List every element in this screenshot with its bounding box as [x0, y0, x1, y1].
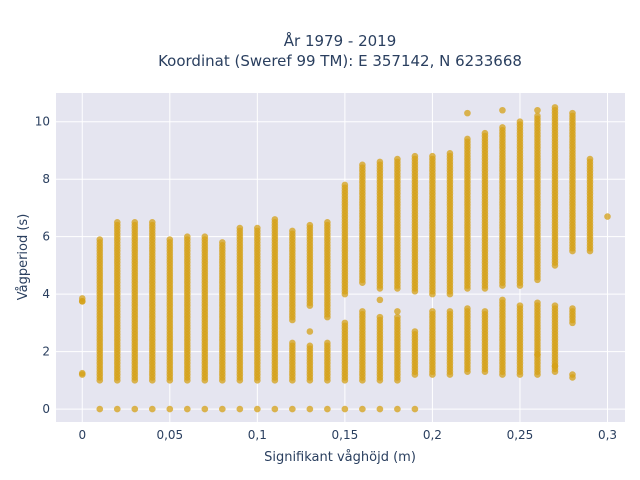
- data-point: [394, 313, 401, 321]
- data-point: [569, 371, 576, 378]
- data-point: [306, 405, 314, 413]
- data-point: [306, 328, 314, 335]
- data-point: [534, 299, 541, 307]
- x-tick-label: 0,2: [423, 428, 442, 442]
- data-point: [324, 219, 331, 226]
- data-point: [499, 124, 506, 131]
- data-point: [289, 227, 296, 235]
- data-point: [551, 302, 559, 309]
- data-point: [236, 224, 244, 232]
- data-point: [148, 405, 156, 413]
- data-point: [394, 308, 401, 315]
- data-point: [131, 219, 139, 226]
- y-tick-label: 8: [42, 172, 50, 186]
- y-tick-label: 0: [42, 402, 50, 416]
- data-point: [148, 219, 156, 226]
- data-point: [254, 224, 261, 232]
- chart-title: År 1979 - 2019 Koordinat (Sweref 99 TM):…: [158, 31, 522, 70]
- data-point: [569, 109, 576, 117]
- data-point: [534, 351, 541, 358]
- data-point: [219, 405, 226, 413]
- data-point: [481, 308, 489, 315]
- chart-title-line1: År 1979 - 2019: [284, 31, 397, 50]
- x-tick-label: 0,3: [598, 428, 617, 442]
- data-point: [166, 405, 174, 413]
- data-point: [271, 216, 279, 223]
- x-tick-label: 0,05: [156, 428, 183, 442]
- data-point: [324, 405, 331, 413]
- y-tick-label: 6: [42, 230, 50, 244]
- data-point: [359, 308, 366, 315]
- data-point: [201, 233, 209, 240]
- data-point: [359, 161, 366, 169]
- data-point: [429, 152, 436, 160]
- data-point: [551, 362, 559, 370]
- y-axis-ticks: 0 2 4 6 8 10: [35, 115, 50, 416]
- data-points: [78, 104, 611, 413]
- data-point: [96, 236, 104, 243]
- data-point: [394, 405, 401, 413]
- chart-title-line2: Koordinat (Sweref 99 TM): E 357142, N 62…: [158, 52, 522, 70]
- data-point: [464, 135, 471, 143]
- data-point: [113, 219, 121, 226]
- data-point: [516, 118, 524, 126]
- data-point: [499, 296, 506, 304]
- data-point: [306, 342, 314, 350]
- data-point: [481, 129, 489, 137]
- data-point: [411, 405, 419, 413]
- data-point: [289, 339, 296, 347]
- data-point: [324, 339, 331, 347]
- data-point: [306, 221, 314, 229]
- data-point: [78, 369, 86, 377]
- data-point: [551, 104, 559, 111]
- data-point: [113, 405, 121, 413]
- data-point: [586, 155, 594, 163]
- data-point: [376, 405, 384, 413]
- data-point: [394, 155, 401, 163]
- data-point: [376, 296, 384, 304]
- data-point: [411, 328, 419, 335]
- data-point: [271, 405, 279, 413]
- data-point: [341, 181, 349, 189]
- data-point: [254, 405, 261, 413]
- data-point: [78, 298, 86, 305]
- x-tick-label: 0,15: [332, 428, 359, 442]
- x-axis-ticks: 0 0,05 0,1 0,15 0,2 0,25 0,3: [78, 428, 617, 442]
- data-point: [131, 405, 139, 413]
- data-point: [219, 239, 226, 246]
- data-point: [376, 158, 384, 166]
- y-tick-label: 2: [42, 345, 50, 359]
- data-point: [464, 305, 471, 312]
- data-point: [499, 106, 506, 114]
- data-point: [446, 308, 454, 315]
- data-point: [604, 213, 611, 220]
- data-point: [236, 405, 244, 413]
- data-point: [201, 405, 209, 413]
- data-point: [376, 313, 384, 321]
- x-tick-label: 0: [78, 428, 86, 442]
- data-point: [341, 319, 349, 327]
- x-tick-label: 0,25: [507, 428, 534, 442]
- data-point: [569, 305, 576, 312]
- data-point: [446, 150, 454, 157]
- data-point: [96, 405, 104, 413]
- data-point: [341, 405, 349, 413]
- data-point: [166, 236, 174, 243]
- y-axis-label: Vågperiod (s): [16, 214, 31, 301]
- data-point: [359, 405, 366, 413]
- x-axis-label: Signifikant våghöjd (m): [264, 450, 416, 465]
- data-point: [184, 233, 191, 240]
- data-point: [411, 152, 419, 160]
- y-tick-label: 4: [42, 287, 50, 301]
- data-point: [534, 112, 541, 120]
- x-tick-label: 0,1: [248, 428, 267, 442]
- data-point: [429, 308, 436, 315]
- y-tick-label: 10: [35, 115, 50, 129]
- data-point: [289, 405, 296, 413]
- data-point: [184, 405, 191, 413]
- data-point: [464, 109, 471, 117]
- data-point: [516, 302, 524, 309]
- data-point: [534, 106, 541, 114]
